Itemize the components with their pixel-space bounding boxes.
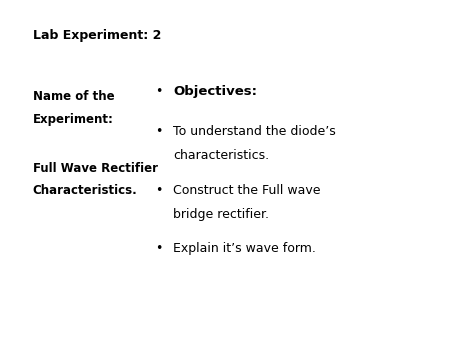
Text: •: •	[155, 84, 162, 97]
Text: Construct the Full wave: Construct the Full wave	[173, 184, 321, 197]
Text: Objectives:: Objectives:	[173, 84, 257, 97]
Text: Name of the: Name of the	[33, 90, 114, 102]
Text: •: •	[155, 125, 162, 138]
Text: Full Wave Rectifier: Full Wave Rectifier	[33, 162, 158, 175]
Text: To understand the diode’s: To understand the diode’s	[173, 125, 336, 138]
Text: Lab Experiment: 2: Lab Experiment: 2	[33, 29, 161, 42]
Text: bridge rectifier.: bridge rectifier.	[173, 208, 269, 221]
Text: •: •	[155, 242, 162, 255]
Text: Characteristics.: Characteristics.	[33, 184, 138, 197]
Text: Experiment:: Experiment:	[33, 113, 114, 126]
Text: •: •	[155, 184, 162, 197]
Text: characteristics.: characteristics.	[173, 149, 270, 162]
Text: Explain it’s wave form.: Explain it’s wave form.	[173, 242, 316, 255]
